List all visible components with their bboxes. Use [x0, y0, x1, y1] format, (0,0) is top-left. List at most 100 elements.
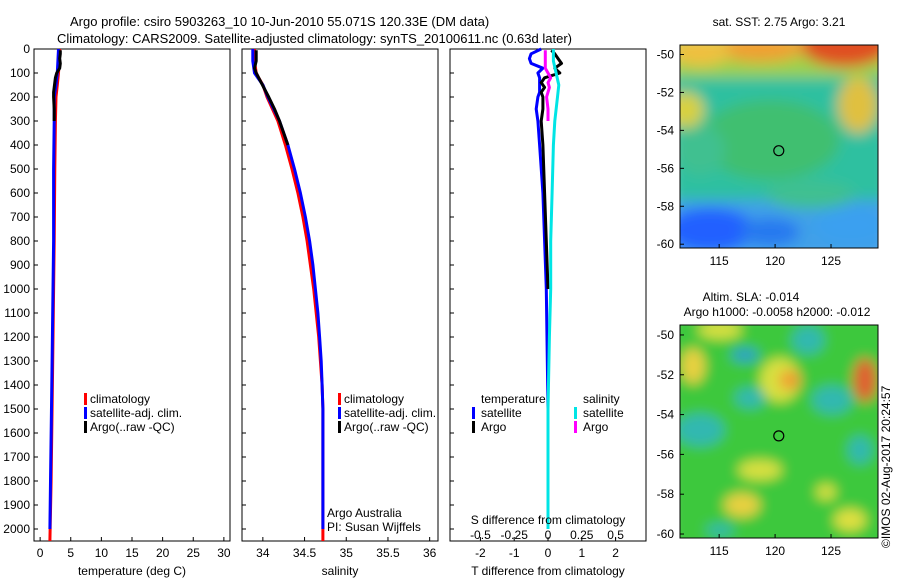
depth-tick-label: 1900 — [3, 498, 30, 512]
legend-swatch-t-satellite — [472, 407, 475, 419]
legend-label-s-argo: Argo — [583, 420, 609, 434]
difference-series — [527, 47, 563, 529]
sst-map-title: sat. SST: 2.75 Argo: 3.21 — [713, 15, 846, 29]
map-x-tick-label: 125 — [821, 544, 841, 558]
depth-tick-label: 1000 — [3, 282, 30, 296]
x-tick-label: 34 — [256, 546, 270, 560]
series-line-argo-raw-qc- — [52, 50, 62, 121]
legend-swatch-t-argo — [472, 421, 475, 433]
legend-swatch-argo — [338, 421, 341, 433]
legend-label-climatology: climatology — [90, 392, 150, 406]
depth-tick-label: 300 — [10, 114, 30, 128]
sla-blob-12 — [724, 493, 760, 517]
x-tick-label: 35 — [340, 546, 354, 560]
map-y-tick-label: -52 — [657, 368, 675, 382]
sst-cold-s — [740, 218, 800, 246]
legend-label-t-satellite: satellite — [481, 406, 522, 420]
temperature-xlabel: temperature (deg C) — [78, 564, 186, 578]
x-tick-label: 2 — [612, 546, 619, 560]
legend-label-s-satellite: satellite — [583, 406, 624, 420]
sla-blob-14 — [816, 484, 836, 500]
series-line-argo-raw-qc- — [253, 50, 290, 146]
depth-tick-label: 800 — [10, 234, 30, 248]
map-y-tick-label: -54 — [657, 123, 675, 137]
depth-tick-label: 2000 — [3, 522, 30, 536]
series-line-climatology — [253, 49, 325, 541]
depth-tick-label: 1800 — [3, 474, 30, 488]
depth-tick-label: 500 — [10, 162, 30, 176]
salinity-axes — [241, 48, 439, 542]
legend-header-salinity: salinity — [583, 392, 620, 406]
depth-tick-label: 1100 — [4, 306, 30, 320]
sst-green-w — [680, 125, 725, 175]
map-y-tick-label: -50 — [657, 47, 675, 61]
sla-blob-8 — [735, 388, 765, 408]
depth-tick-label: 1400 — [3, 378, 30, 392]
salinity-x-axis: 34 34.5 35 35.5 36 — [256, 537, 437, 560]
map-y-tick-label: -56 — [657, 447, 675, 461]
legend-label-satellite: satellite-adj. clim. — [90, 406, 182, 420]
x-tick-label: 36 — [423, 546, 437, 560]
sst-cold-sw — [680, 208, 755, 248]
difference-xlabel: T difference from climatology — [471, 564, 625, 578]
legend-swatch-s-satellite — [574, 407, 577, 419]
sst-map-axes: 115 120 125 -50 -52 -54 -56 -58 -60 — [657, 47, 842, 268]
sst-cold-se — [815, 207, 878, 243]
sst-warm-nw — [680, 45, 730, 66]
legend-header-temperature: temperature — [481, 392, 546, 406]
x-tick-label: 10 — [95, 546, 109, 560]
map-y-tick-label: -54 — [657, 408, 675, 422]
depth-tick-label: 200 — [10, 90, 30, 104]
sla-blob-10 — [680, 414, 724, 446]
x-tick-label: 0 — [37, 546, 44, 560]
sla-blob-13 — [834, 509, 866, 531]
s-tick-label: 0 — [545, 528, 552, 542]
sla-blob-6 — [779, 370, 801, 390]
sla-map-axes: 115 120 125 -50 -52 -54 -56 -58 -60 — [657, 328, 842, 558]
depth-tick-label: 600 — [10, 186, 30, 200]
sla-map-title-line-2: Argo h1000: -0.0058 h2000: -0.012 — [684, 305, 871, 319]
temperature-series — [48, 48, 62, 542]
temperature-legend: climatology satellite-adj. clim. Argo(..… — [84, 392, 182, 434]
legend-label-t-argo: Argo — [481, 420, 507, 434]
sla-blob-7 — [853, 358, 877, 402]
sla-blob-4 — [681, 348, 705, 384]
x-tick-label: 30 — [217, 546, 231, 560]
sst-warm-ne — [800, 45, 878, 67]
depth-tick-label: 400 — [10, 138, 30, 152]
s-tick-label: 0.5 — [607, 528, 624, 542]
argo-float-marker — [773, 145, 785, 157]
sla-blob-16 — [706, 524, 734, 536]
x-tick-label: -1 — [509, 546, 520, 560]
difference-x-axis: -2 -1 0 1 2 — [475, 537, 619, 560]
x-tick-label: 34.5 — [293, 546, 317, 560]
map-y-tick-label: -58 — [657, 487, 675, 501]
footer-stamp: ©IMOS 02-Aug-2017 20:24:57 — [879, 385, 893, 548]
map-y-tick-label: -60 — [657, 237, 675, 251]
salinity-series — [251, 49, 325, 541]
map-x-tick-label: 115 — [710, 254, 729, 268]
depth-tick-label: 1300 — [3, 354, 30, 368]
series-line-s-argo — [543, 50, 553, 121]
x-tick-label: -2 — [475, 546, 486, 560]
sst-warm-w — [680, 92, 704, 128]
legend-label-climatology: climatology — [344, 392, 404, 406]
sla-blob-9 — [812, 386, 852, 414]
x-tick-label: 20 — [156, 546, 170, 560]
salinity-annotation-institution: Argo Australia — [327, 506, 402, 520]
temperature-axes — [33, 48, 231, 542]
x-tick-label: 25 — [187, 546, 201, 560]
depth-tick-label: 0 — [23, 42, 30, 56]
s-tick-label: 0.25 — [570, 528, 594, 542]
depth-tick-label: 700 — [10, 210, 30, 224]
legend-label-satellite: satellite-adj. clim. — [344, 406, 436, 420]
salinity-xlabel: salinity — [322, 564, 359, 578]
x-tick-label: 15 — [125, 546, 139, 560]
map-x-tick-label: 120 — [765, 544, 785, 558]
depth-tick-label: 100 — [10, 66, 30, 80]
depth-tick-label: 1700 — [3, 450, 30, 464]
legend-label-argo: Argo(..raw -QC) — [90, 420, 175, 434]
difference-s-axis: -0.5 -0.25 0 0.25 0.5 — [470, 528, 624, 542]
x-tick-label: 0 — [545, 546, 552, 560]
